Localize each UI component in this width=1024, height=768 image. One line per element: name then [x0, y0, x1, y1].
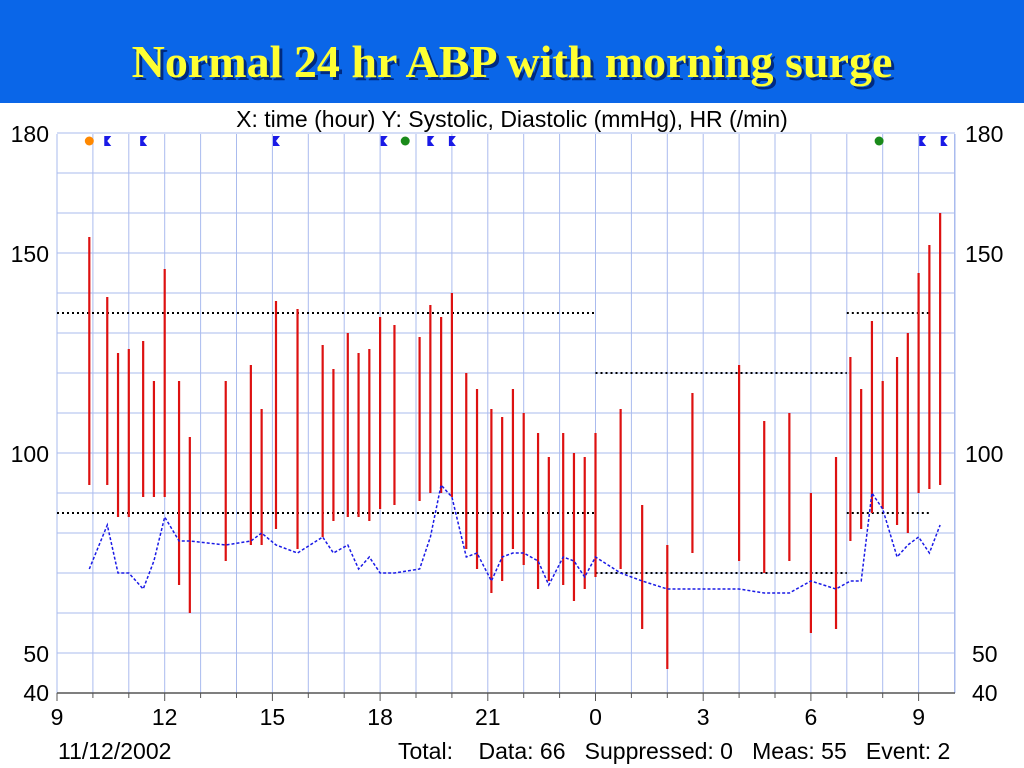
x-tick-label: 9: [51, 704, 64, 730]
event-flag-icon: [104, 136, 112, 146]
page-title: Normal 24 hr ABP with morning surge: [131, 36, 893, 87]
y-tick-label-right: 180: [965, 121, 1003, 147]
event-marker-icon: [874, 136, 884, 146]
event-marker-icon: [84, 136, 94, 146]
x-tick-label: 15: [260, 704, 286, 730]
title-banner: [0, 0, 1024, 103]
event-flag-icon: [380, 136, 388, 146]
event-marker-icon: [400, 136, 410, 146]
event-flag-icon: [272, 136, 280, 146]
event-flag-icon: [919, 136, 927, 146]
measurement-summary: Total: Data: 66 Suppressed: 0 Meas: 55 E…: [398, 738, 951, 764]
record-date: 11/12/2002: [58, 738, 172, 764]
x-tick-label: 18: [367, 704, 393, 730]
event-flag-icon: [140, 136, 148, 146]
y-tick-label-left: 40: [23, 680, 49, 706]
event-flag-icon: [448, 136, 456, 146]
x-tick-label: 9: [912, 704, 925, 730]
y-tick-label-left: 100: [11, 441, 49, 467]
y-tick-label-left: 150: [11, 241, 49, 267]
heart-rate-line: [88, 483, 941, 594]
x-tick-label: 6: [805, 704, 818, 730]
x-tick-label: 0: [589, 704, 602, 730]
event-flag-icon: [427, 136, 435, 146]
y-tick-label-right: 100: [965, 441, 1003, 467]
y-tick-label-right: 50: [972, 641, 998, 667]
event-flag-icon: [940, 136, 948, 146]
chart-axis-description: X: time (hour) Y: Systolic, Diastolic (m…: [236, 106, 788, 132]
y-tick-label-right: 150: [965, 241, 1003, 267]
x-tick-label: 21: [475, 704, 501, 730]
y-tick-label-left: 180: [11, 121, 49, 147]
y-tick-label-right: 40: [972, 680, 998, 706]
y-tick-label-left: 50: [23, 641, 49, 667]
x-tick-label: 12: [152, 704, 178, 730]
x-tick-label: 3: [697, 704, 710, 730]
